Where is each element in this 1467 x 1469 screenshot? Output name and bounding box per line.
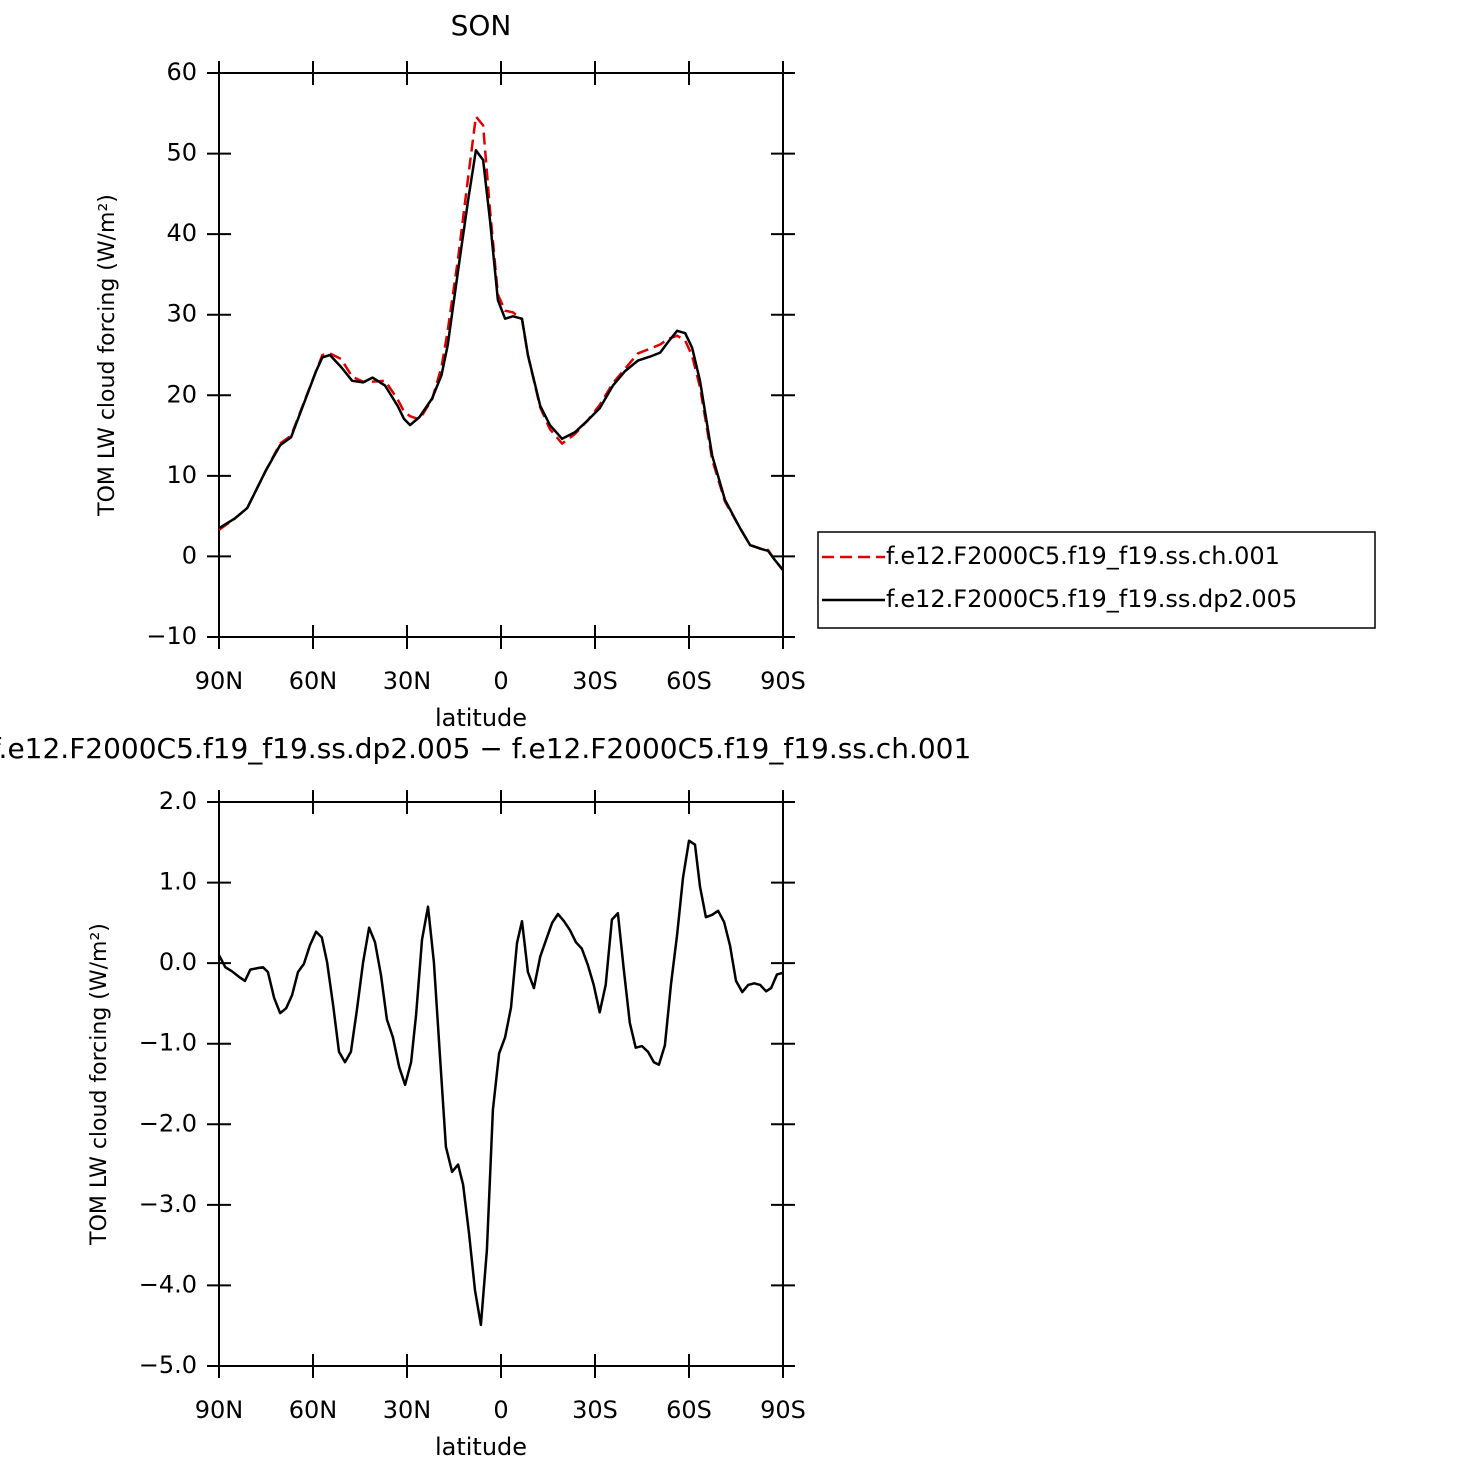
- data-line: [218, 115, 784, 571]
- legend-box: [817, 531, 1376, 629]
- x-axis-label: latitude: [435, 1433, 527, 1461]
- x-tick-label: 30S: [572, 1396, 618, 1424]
- y-tick-label: 10: [166, 461, 197, 489]
- chart-title: SON: [451, 9, 512, 42]
- x-axis-label: latitude: [435, 704, 527, 732]
- x-tick-label: 90S: [760, 667, 806, 695]
- y-tick-label: −5.0: [139, 1351, 197, 1379]
- x-tick-label: 90N: [195, 1396, 244, 1424]
- y-tick-label: 40: [166, 219, 197, 247]
- chart-title: f.e12.F2000C5.f19_f19.ss.dp2.005 − f.e12…: [0, 732, 971, 765]
- x-tick-label: 60S: [666, 1396, 712, 1424]
- x-tick-label: 60N: [289, 1396, 338, 1424]
- y-tick-label: 20: [166, 380, 197, 408]
- legend-label: f.e12.F2000C5.f19_f19.ss.ch.001: [886, 542, 1280, 570]
- y-tick-label: 0: [182, 541, 197, 569]
- data-line: [218, 149, 784, 571]
- y-tick-label: 60: [166, 58, 197, 86]
- x-tick-label: 60N: [289, 667, 338, 695]
- data-line: [217, 839, 784, 1327]
- x-tick-label: 30S: [572, 667, 618, 695]
- y-tick-label: −1.0: [139, 1029, 197, 1057]
- plot-frame: [218, 72, 784, 638]
- y-tick-label: 0.0: [159, 948, 197, 976]
- y-tick-label: 30: [166, 300, 197, 328]
- x-tick-label: 30N: [383, 1396, 432, 1424]
- y-tick-label: 50: [166, 139, 197, 167]
- y-tick-label: −4.0: [139, 1270, 197, 1298]
- plot-frame: [218, 801, 784, 1367]
- y-tick-label: −3.0: [139, 1190, 197, 1218]
- x-tick-label: 90N: [195, 667, 244, 695]
- legend-label: f.e12.F2000C5.f19_f19.ss.dp2.005: [886, 585, 1297, 613]
- y-tick-label: 2.0: [159, 787, 197, 815]
- x-tick-label: 30N: [383, 667, 432, 695]
- x-tick-label: 90S: [760, 1396, 806, 1424]
- y-tick-label: −10: [146, 622, 197, 650]
- x-tick-label: 0: [493, 1396, 508, 1424]
- y-axis-label: TOM LW cloud forcing (W/m²): [87, 923, 112, 1246]
- y-axis-label: TOM LW cloud forcing (W/m²): [95, 194, 120, 517]
- y-tick-label: −2.0: [139, 1109, 197, 1137]
- y-tick-label: 1.0: [159, 868, 197, 896]
- x-tick-label: 0: [493, 667, 508, 695]
- x-tick-label: 60S: [666, 667, 712, 695]
